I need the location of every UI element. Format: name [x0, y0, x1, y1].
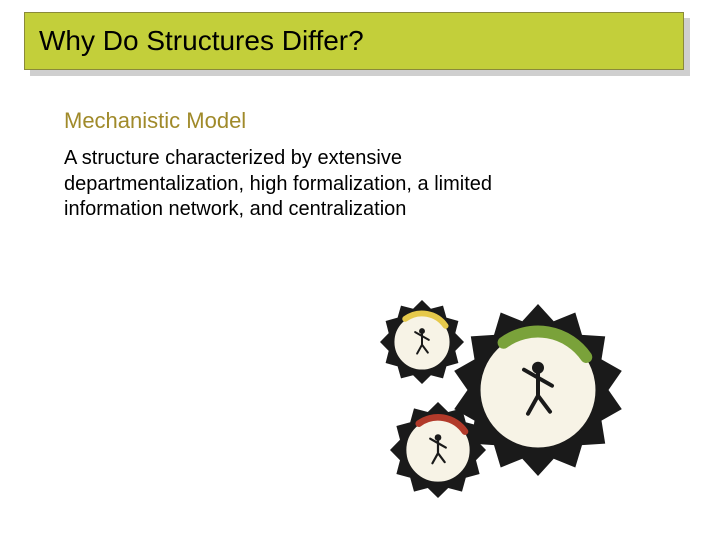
slide-title: Why Do Structures Differ?: [39, 25, 364, 57]
slide-body-text: A structure characterized by extensive d…: [64, 146, 524, 223]
title-bar: Why Do Structures Differ?: [24, 12, 684, 70]
gear-icon: [380, 300, 464, 384]
slide: Why Do Structures Differ? Mechanistic Mo…: [0, 0, 720, 540]
gears-illustration: [330, 280, 630, 510]
slide-subtitle: Mechanistic Model: [64, 108, 246, 134]
